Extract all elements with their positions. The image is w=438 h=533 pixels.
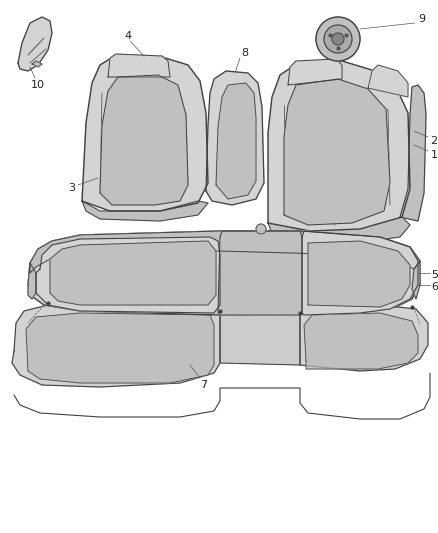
Polygon shape	[400, 85, 426, 221]
Polygon shape	[206, 71, 264, 205]
Text: 2: 2	[431, 136, 438, 146]
Polygon shape	[18, 17, 52, 71]
Text: 9: 9	[418, 14, 426, 24]
Circle shape	[332, 33, 344, 45]
Circle shape	[324, 25, 352, 53]
Polygon shape	[268, 61, 410, 231]
Text: 4: 4	[124, 31, 131, 41]
Polygon shape	[216, 83, 256, 199]
Polygon shape	[304, 313, 418, 369]
Circle shape	[256, 224, 266, 234]
Circle shape	[316, 17, 360, 61]
Polygon shape	[12, 303, 220, 387]
Polygon shape	[36, 237, 220, 313]
Polygon shape	[288, 59, 342, 85]
Text: 3: 3	[68, 183, 75, 193]
Text: 7: 7	[201, 380, 208, 390]
Polygon shape	[100, 75, 188, 205]
Polygon shape	[30, 231, 420, 273]
Polygon shape	[82, 201, 208, 221]
Polygon shape	[50, 241, 216, 305]
Text: 10: 10	[31, 80, 45, 90]
Text: 5: 5	[431, 270, 438, 280]
Polygon shape	[82, 55, 208, 211]
Polygon shape	[26, 313, 214, 383]
Polygon shape	[108, 54, 170, 77]
Polygon shape	[412, 261, 420, 299]
Polygon shape	[300, 305, 428, 371]
Polygon shape	[268, 217, 410, 243]
Polygon shape	[302, 231, 418, 315]
Polygon shape	[28, 231, 420, 315]
Polygon shape	[218, 231, 302, 315]
Text: 6: 6	[431, 282, 438, 292]
Polygon shape	[32, 61, 42, 67]
Text: 8: 8	[241, 48, 248, 58]
Polygon shape	[28, 263, 36, 299]
Polygon shape	[308, 241, 410, 307]
Polygon shape	[284, 79, 390, 225]
Text: 1: 1	[431, 150, 438, 160]
Polygon shape	[368, 65, 408, 97]
Polygon shape	[220, 313, 300, 365]
